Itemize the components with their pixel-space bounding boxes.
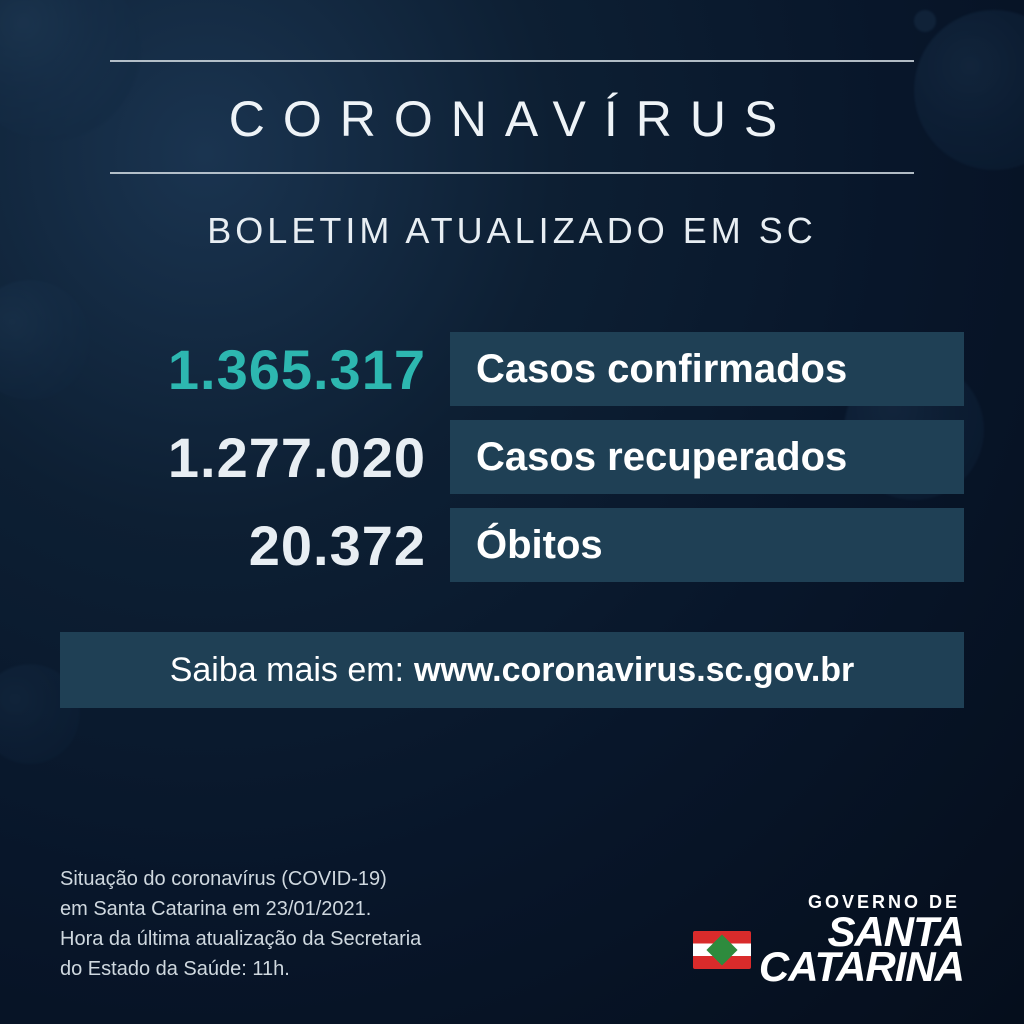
title-rule-bottom xyxy=(110,172,914,174)
gov-name-row: SANTA CATARINA xyxy=(693,915,964,984)
stat-label-box: Casos recuperados xyxy=(450,420,964,494)
stat-label-confirmed: Casos confirmados xyxy=(476,347,847,392)
stat-value-deaths: 20.372 xyxy=(60,513,450,578)
link-prefix: Saiba mais em: xyxy=(170,651,404,690)
stat-value-confirmed: 1.365.317 xyxy=(60,337,450,402)
main-title: CORONAVÍRUS xyxy=(110,62,914,172)
stat-value-recovered: 1.277.020 xyxy=(60,425,450,490)
more-info-box: Saiba mais em: www.coronavirus.sc.gov.br xyxy=(60,632,964,708)
footer-line: em Santa Catarina em 23/01/2021. xyxy=(60,894,421,924)
footer-block: Situação do coronavírus (COVID-19) em Sa… xyxy=(60,864,964,984)
stat-label-deaths: Óbitos xyxy=(476,523,603,568)
infographic-container: CORONAVÍRUS BOLETIM ATUALIZADO EM SC 1.3… xyxy=(0,0,1024,1024)
footer-line: do Estado da Saúde: 11h. xyxy=(60,954,421,984)
stat-row-confirmed: 1.365.317 Casos confirmados xyxy=(60,332,964,406)
subtitle: BOLETIM ATUALIZADO EM SC xyxy=(110,210,914,252)
title-rule-top xyxy=(110,60,914,62)
footer-line: Situação do coronavírus (COVID-19) xyxy=(60,864,421,894)
gov-name-line2: CATARINA xyxy=(759,950,964,984)
footer-text: Situação do coronavírus (COVID-19) em Sa… xyxy=(60,864,421,984)
flag-icon xyxy=(693,931,751,969)
footer-line: Hora da última atualização da Secretaria xyxy=(60,924,421,954)
link-url: www.coronavirus.sc.gov.br xyxy=(414,651,854,690)
stat-row-recovered: 1.277.020 Casos recuperados xyxy=(60,420,964,494)
stat-label-box: Óbitos xyxy=(450,508,964,582)
stat-label-box: Casos confirmados xyxy=(450,332,964,406)
government-logo: GOVERNO DE SANTA CATARINA xyxy=(693,892,964,984)
stats-block: 1.365.317 Casos confirmados 1.277.020 Ca… xyxy=(60,332,964,582)
stat-row-deaths: 20.372 Óbitos xyxy=(60,508,964,582)
gov-name: SANTA CATARINA xyxy=(759,915,964,984)
stat-label-recovered: Casos recuperados xyxy=(476,435,847,480)
header-block: CORONAVÍRUS BOLETIM ATUALIZADO EM SC xyxy=(110,60,914,252)
